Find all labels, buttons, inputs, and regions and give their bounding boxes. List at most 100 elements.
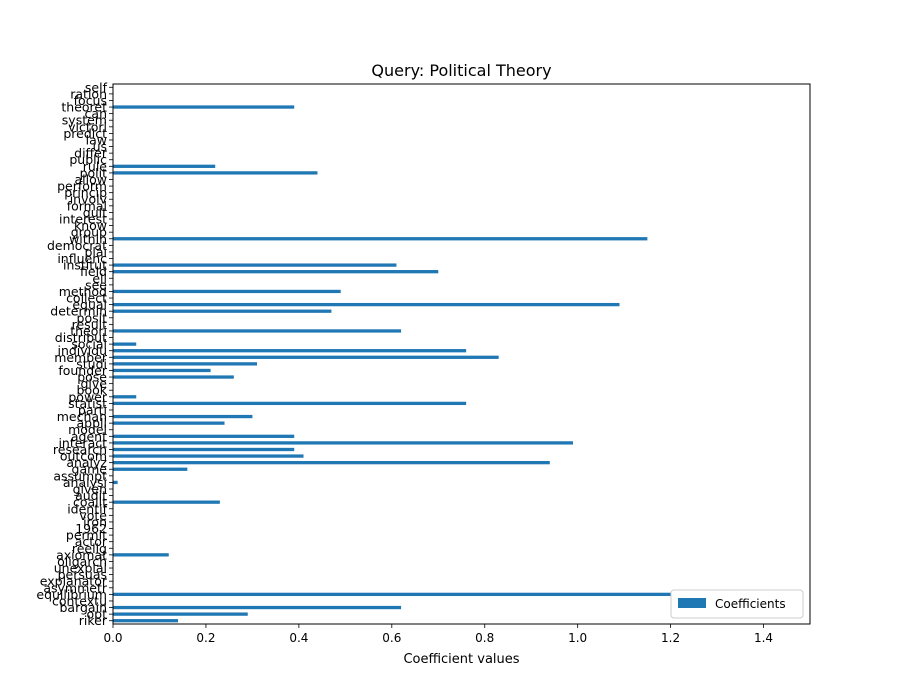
y-tick-label: research <box>53 442 107 457</box>
y-tick-label: individu <box>57 343 107 358</box>
bar-bargain <box>113 605 402 610</box>
y-tick-label: field <box>80 264 107 279</box>
y-tick-label: focus <box>74 93 107 108</box>
x-tick-label: 0.6 <box>382 631 401 645</box>
bar-agent <box>113 434 295 438</box>
bar-founder <box>113 368 211 373</box>
bar-theori <box>113 329 402 333</box>
y-tick-label: member <box>54 350 108 365</box>
bar-polit <box>113 171 318 175</box>
y-tick-label: bargain <box>59 600 107 615</box>
y-tick-label: method <box>59 284 107 299</box>
bar-analysi <box>113 480 118 485</box>
x-tick-label: 0.0 <box>103 631 122 645</box>
y-tick-label: plai <box>84 244 107 259</box>
y-tick-label: rule <box>83 159 108 174</box>
bar-equal <box>113 302 620 307</box>
bar-statist <box>113 401 467 406</box>
x-tick-label: 1.2 <box>661 631 680 645</box>
y-tick-label: asymmetr <box>43 580 108 595</box>
bar-individu <box>113 349 467 353</box>
bar-member <box>113 355 499 359</box>
bar-method <box>113 289 341 294</box>
y-tick-label: explanator <box>40 574 108 589</box>
y-tick-label: theori <box>70 323 107 338</box>
legend-box <box>670 589 804 619</box>
y-tick-label: predict <box>63 126 107 141</box>
y-tick-label: us <box>93 139 107 154</box>
y-tick-label: given <box>73 482 107 497</box>
bar-riker <box>113 619 179 623</box>
y-tick-label: public <box>69 152 107 167</box>
bar-within <box>113 237 648 241</box>
y-tick-label: book <box>77 383 108 398</box>
bar-opt <box>113 612 248 616</box>
y-tick-label: outcom <box>60 449 107 464</box>
bar-power <box>113 395 137 399</box>
bar-institut <box>113 263 397 267</box>
y-tick-label: unexplai <box>54 561 107 576</box>
y-tick-label: law <box>86 132 107 147</box>
y-tick-label: model <box>68 422 107 437</box>
bar-outcom <box>113 454 304 458</box>
y-tick-label: parti <box>78 402 107 417</box>
y-tick-label: vote <box>79 508 107 523</box>
y-tick-label: within <box>69 231 107 246</box>
bar-analyz <box>113 461 550 465</box>
y-tick-label: opt <box>87 607 108 622</box>
y-tick-label: riker <box>79 613 108 628</box>
x-tick-label: 0.2 <box>196 631 215 645</box>
y-tick-label: princip <box>64 185 107 200</box>
y-tick-label: interest <box>59 212 107 227</box>
y-tick-label: perform <box>57 179 107 194</box>
x-tick-label: 0.8 <box>475 631 494 645</box>
bar-research <box>113 447 295 452</box>
y-tick-label: theoret <box>61 100 107 115</box>
y-tick-label: iron <box>83 514 107 529</box>
bar-pose <box>113 375 234 379</box>
bar-social <box>113 342 137 346</box>
y-tick-label: audit <box>75 488 107 503</box>
x-tick-label: 0.4 <box>289 631 308 645</box>
y-tick-label: statist <box>68 396 107 411</box>
bar-axiomat <box>113 553 169 557</box>
bar-mechan <box>113 414 253 419</box>
y-tick-label: appli <box>77 416 107 431</box>
y-tick-label: assumpt <box>53 468 107 483</box>
bars-group <box>113 105 778 623</box>
bar-game <box>113 467 188 471</box>
y-tick-label: permit <box>66 528 107 543</box>
y-tick-label: actor <box>75 534 108 549</box>
y-tick-label: coalit <box>73 495 107 510</box>
y-tick-label: game <box>72 462 108 477</box>
y-tick-label: differ <box>74 146 108 161</box>
y-tick-label: founder <box>58 363 108 378</box>
y-axis-ticks: rikeroptbargaincontextuequilibriumasymme… <box>36 80 113 628</box>
y-tick-label: result <box>72 317 107 332</box>
y-tick-label: contextu <box>52 593 107 608</box>
y-tick-label: influenc <box>57 251 107 266</box>
y-tick-label: group <box>71 225 107 240</box>
y-tick-label: power <box>68 389 107 404</box>
y-tick-label: involv <box>70 192 108 207</box>
y-tick-label: agent <box>71 429 107 444</box>
y-tick-label: polit <box>80 165 108 180</box>
y-tick-label: persuas <box>58 567 107 582</box>
bar-appli <box>113 421 225 425</box>
bar-interact <box>113 441 574 445</box>
y-tick-label: can <box>85 106 107 121</box>
bar-studi <box>113 362 258 366</box>
legend: Coefficients <box>670 589 804 619</box>
y-tick-label: oligarch <box>57 554 107 569</box>
legend-swatch <box>678 598 706 608</box>
y-tick-label: see <box>85 277 107 292</box>
y-tick-label: system <box>62 113 107 128</box>
y-tick-label: know <box>74 218 107 233</box>
y-tick-label: interact <box>58 435 107 450</box>
bar-field <box>113 270 439 274</box>
y-tick-label: identif <box>67 501 107 516</box>
bar-theoret <box>113 105 295 109</box>
y-tick-label: equilibrium <box>36 587 107 602</box>
y-tick-label: axiomat <box>56 547 107 562</box>
